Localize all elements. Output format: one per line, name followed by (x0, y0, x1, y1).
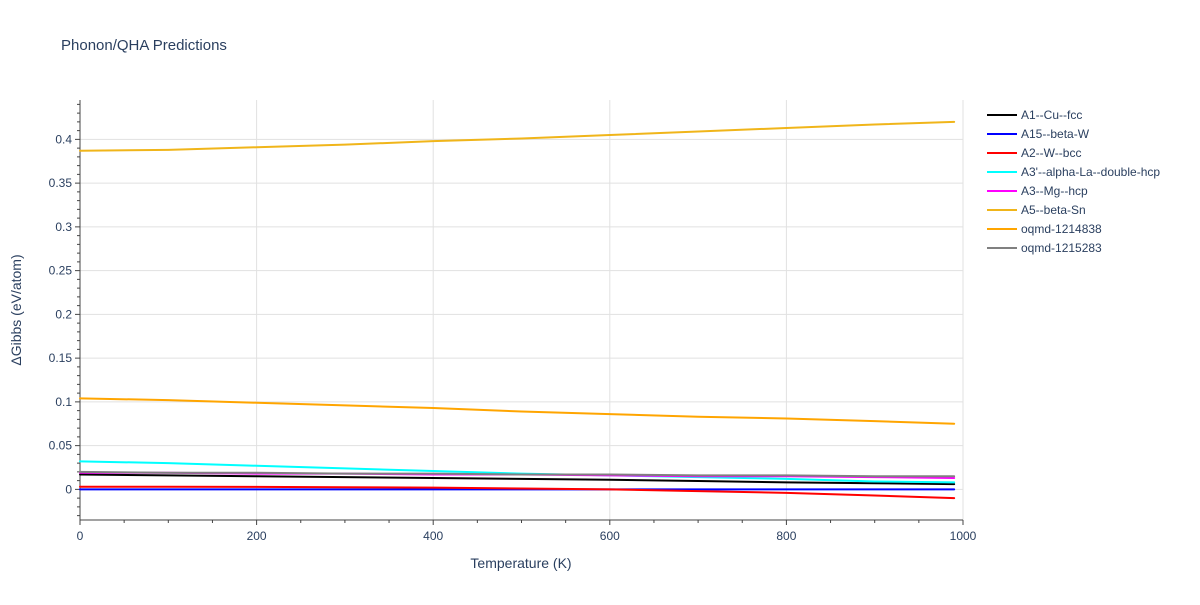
y-tick-label: 0 (65, 482, 72, 496)
series-line-a1-cu-fcc (79, 473, 956, 486)
y-tick-label: 0.1 (55, 395, 72, 409)
y-tick-label: 0.25 (49, 264, 73, 278)
y-tick-label: 0.2 (55, 307, 72, 321)
y-axis-title: ΔGibbs (eV/atom) (8, 254, 24, 365)
x-tick-label: 800 (776, 529, 796, 543)
legend-label: A3'--alpha-La--double-hcp (1021, 165, 1160, 179)
x-tick-label: 200 (247, 529, 267, 543)
y-tick-label: 0.05 (49, 439, 73, 453)
legend-label: A15--beta-W (1021, 127, 1090, 141)
series-line-a5-beta-sn (79, 120, 956, 152)
legend-label: A2--W--bcc (1021, 146, 1081, 160)
x-tick-label: 600 (600, 529, 620, 543)
y-tick-label: 0.35 (49, 176, 73, 190)
series-line-oqmd-1214838 (79, 397, 956, 425)
legend-item[interactable]: oqmd-1215283 (987, 241, 1102, 255)
legend-label: oqmd-1214838 (1021, 222, 1102, 236)
legend-label: oqmd-1215283 (1021, 241, 1102, 255)
chart-title: Phonon/QHA Predictions (61, 37, 227, 54)
axes (75, 100, 964, 525)
series-lines (79, 120, 956, 500)
y-tick-label: 0.4 (55, 132, 72, 146)
legend-item[interactable]: A5--beta-Sn (987, 203, 1086, 217)
legend-item[interactable]: A15--beta-W (987, 127, 1090, 141)
legend-label: A1--Cu--fcc (1021, 108, 1082, 122)
y-tick-label: 0.3 (55, 220, 72, 234)
legend-label: A5--beta-Sn (1021, 203, 1086, 217)
y-tick-label: 0.15 (49, 351, 73, 365)
x-tick-label: 400 (423, 529, 443, 543)
tick-labels: 0 200 400 600 800 1000 0 0.05 0.1 0.15 0.2 0.25 0.3 0… (49, 132, 977, 543)
legend-item[interactable]: oqmd-1214838 (987, 222, 1102, 236)
series-line-oqmd-1215283 (79, 470, 956, 478)
legend-item[interactable]: A1--Cu--fcc (987, 108, 1082, 122)
grid-lines (80, 100, 964, 520)
legend-item[interactable]: A3--Mg--hcp (987, 184, 1088, 198)
legend-item[interactable]: A2--W--bcc (987, 146, 1081, 160)
legend-item[interactable]: A3'--alpha-La--double-hcp (987, 165, 1160, 179)
x-axis-title: Temperature (K) (470, 555, 571, 571)
legend: A1--Cu--fcc A15--beta-W A2--W--bcc A3'--alp… (987, 108, 1160, 255)
legend-label: A3--Mg--hcp (1021, 184, 1088, 198)
series-line-a2-w-bcc (79, 485, 956, 500)
x-tick-label: 0 (77, 529, 84, 543)
x-tick-label: 1000 (950, 529, 977, 543)
